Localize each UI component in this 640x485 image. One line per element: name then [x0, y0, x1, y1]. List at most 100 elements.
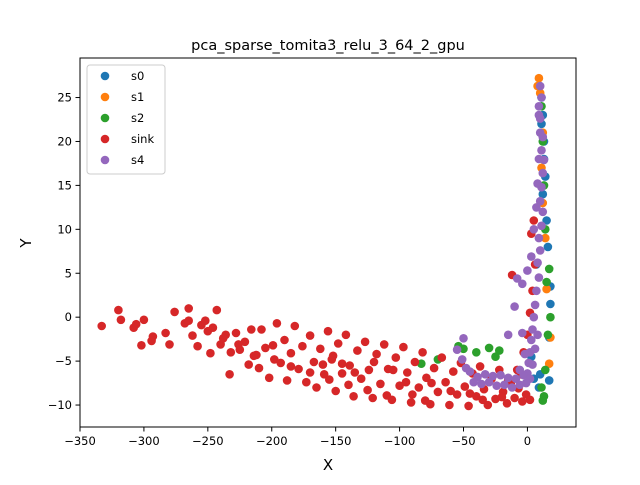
- point-sink: [161, 328, 170, 338]
- y-axis-label: Y: [17, 238, 35, 249]
- point-s4: [525, 374, 535, 384]
- point-sink: [399, 342, 408, 352]
- point-s4: [515, 380, 525, 390]
- point-sink: [231, 328, 241, 338]
- point-sink: [234, 340, 243, 349]
- point-s4: [528, 325, 537, 334]
- point-s4: [535, 81, 545, 91]
- point-sink: [325, 375, 334, 384]
- chart-title: pca_sparse_tomita3_relu_3_64_2_gpu: [191, 38, 465, 54]
- point-sink: [184, 316, 193, 326]
- point-sink: [318, 360, 328, 369]
- point-s2: [484, 343, 494, 353]
- point-sink: [184, 304, 193, 313]
- point-sink: [525, 395, 535, 405]
- axes-frame: [79, 57, 577, 428]
- legend-label-s4: s4: [131, 153, 144, 167]
- point-s4: [534, 102, 544, 111]
- point-sink: [294, 364, 303, 374]
- point-sink: [319, 370, 329, 379]
- x-tick-label: −300: [128, 434, 160, 448]
- point-sink: [280, 335, 289, 345]
- point-s4: [518, 279, 527, 289]
- point-sink: [465, 389, 475, 398]
- point-sink: [372, 349, 381, 359]
- point-sink: [312, 383, 321, 392]
- point-s4: [533, 179, 542, 188]
- point-s4: [477, 379, 486, 389]
- point-s4: [534, 110, 544, 120]
- point-s4: [538, 168, 548, 178]
- series-s4: [452, 81, 549, 392]
- point-sink: [410, 357, 420, 367]
- legend-marker-s0: [100, 71, 110, 81]
- legend: s0 s1 s2 sink s4: [86, 64, 166, 175]
- point-sink: [529, 216, 539, 225]
- point-sink: [333, 339, 343, 348]
- point-s4: [532, 286, 541, 296]
- point-sink: [323, 326, 333, 336]
- y-tick-label: 25: [57, 91, 72, 105]
- point-sink: [406, 398, 416, 407]
- point-sink: [341, 330, 351, 340]
- point-sink: [137, 341, 146, 350]
- point-s4: [503, 330, 513, 340]
- point-sink: [131, 319, 141, 329]
- point-sink: [344, 380, 353, 390]
- point-sink: [478, 395, 488, 405]
- legend-marker-sink: [100, 134, 110, 144]
- point-s2: [543, 330, 553, 340]
- legend-label-s0: s0: [131, 69, 144, 83]
- point-sink: [139, 315, 149, 325]
- point-s4: [535, 128, 545, 137]
- point-s4: [461, 363, 471, 373]
- point-s4: [527, 335, 536, 345]
- x-axis-label: X: [323, 456, 333, 474]
- point-s2: [538, 396, 548, 405]
- point-sink: [368, 393, 378, 403]
- point-sink: [286, 362, 296, 371]
- legend-marker-s2: [100, 113, 110, 123]
- point-sink: [353, 346, 362, 355]
- point-sink: [460, 382, 470, 391]
- point-s4: [532, 203, 541, 212]
- point-s4: [530, 300, 540, 310]
- point-sink: [193, 341, 202, 351]
- point-s0: [542, 216, 551, 225]
- point-s4: [492, 381, 502, 391]
- point-sink: [328, 351, 338, 361]
- point-s1: [544, 359, 554, 369]
- legend-label-s2: s2: [131, 111, 144, 125]
- y-tick-label: 0: [65, 310, 72, 324]
- point-s4: [537, 221, 546, 231]
- point-s4: [518, 328, 527, 338]
- point-sink: [302, 377, 311, 387]
- point-s2: [546, 312, 555, 322]
- point-sink: [360, 337, 370, 347]
- point-sink: [350, 368, 360, 377]
- x-tick-label: −350: [64, 434, 96, 448]
- point-s4: [510, 302, 519, 311]
- y-tick-label: 15: [57, 178, 72, 192]
- point-sink: [363, 385, 372, 395]
- point-s2: [537, 383, 546, 392]
- point-s4: [537, 146, 546, 155]
- point-sink: [403, 368, 412, 377]
- point-sink: [203, 326, 213, 336]
- point-sink: [218, 334, 228, 343]
- point-sink: [337, 359, 347, 369]
- point-sink: [270, 355, 279, 364]
- series-sink: [97, 216, 540, 411]
- point-s4: [533, 330, 542, 340]
- point-sink: [261, 343, 270, 353]
- point-s4: [469, 377, 479, 387]
- point-sink: [290, 321, 300, 331]
- point-sink: [244, 360, 253, 369]
- point-sink: [429, 363, 439, 373]
- point-sink: [305, 331, 315, 340]
- point-sink: [316, 344, 325, 354]
- point-sink: [257, 325, 266, 334]
- point-s0: [546, 299, 555, 309]
- point-sink: [264, 373, 274, 383]
- point-sink: [331, 386, 341, 396]
